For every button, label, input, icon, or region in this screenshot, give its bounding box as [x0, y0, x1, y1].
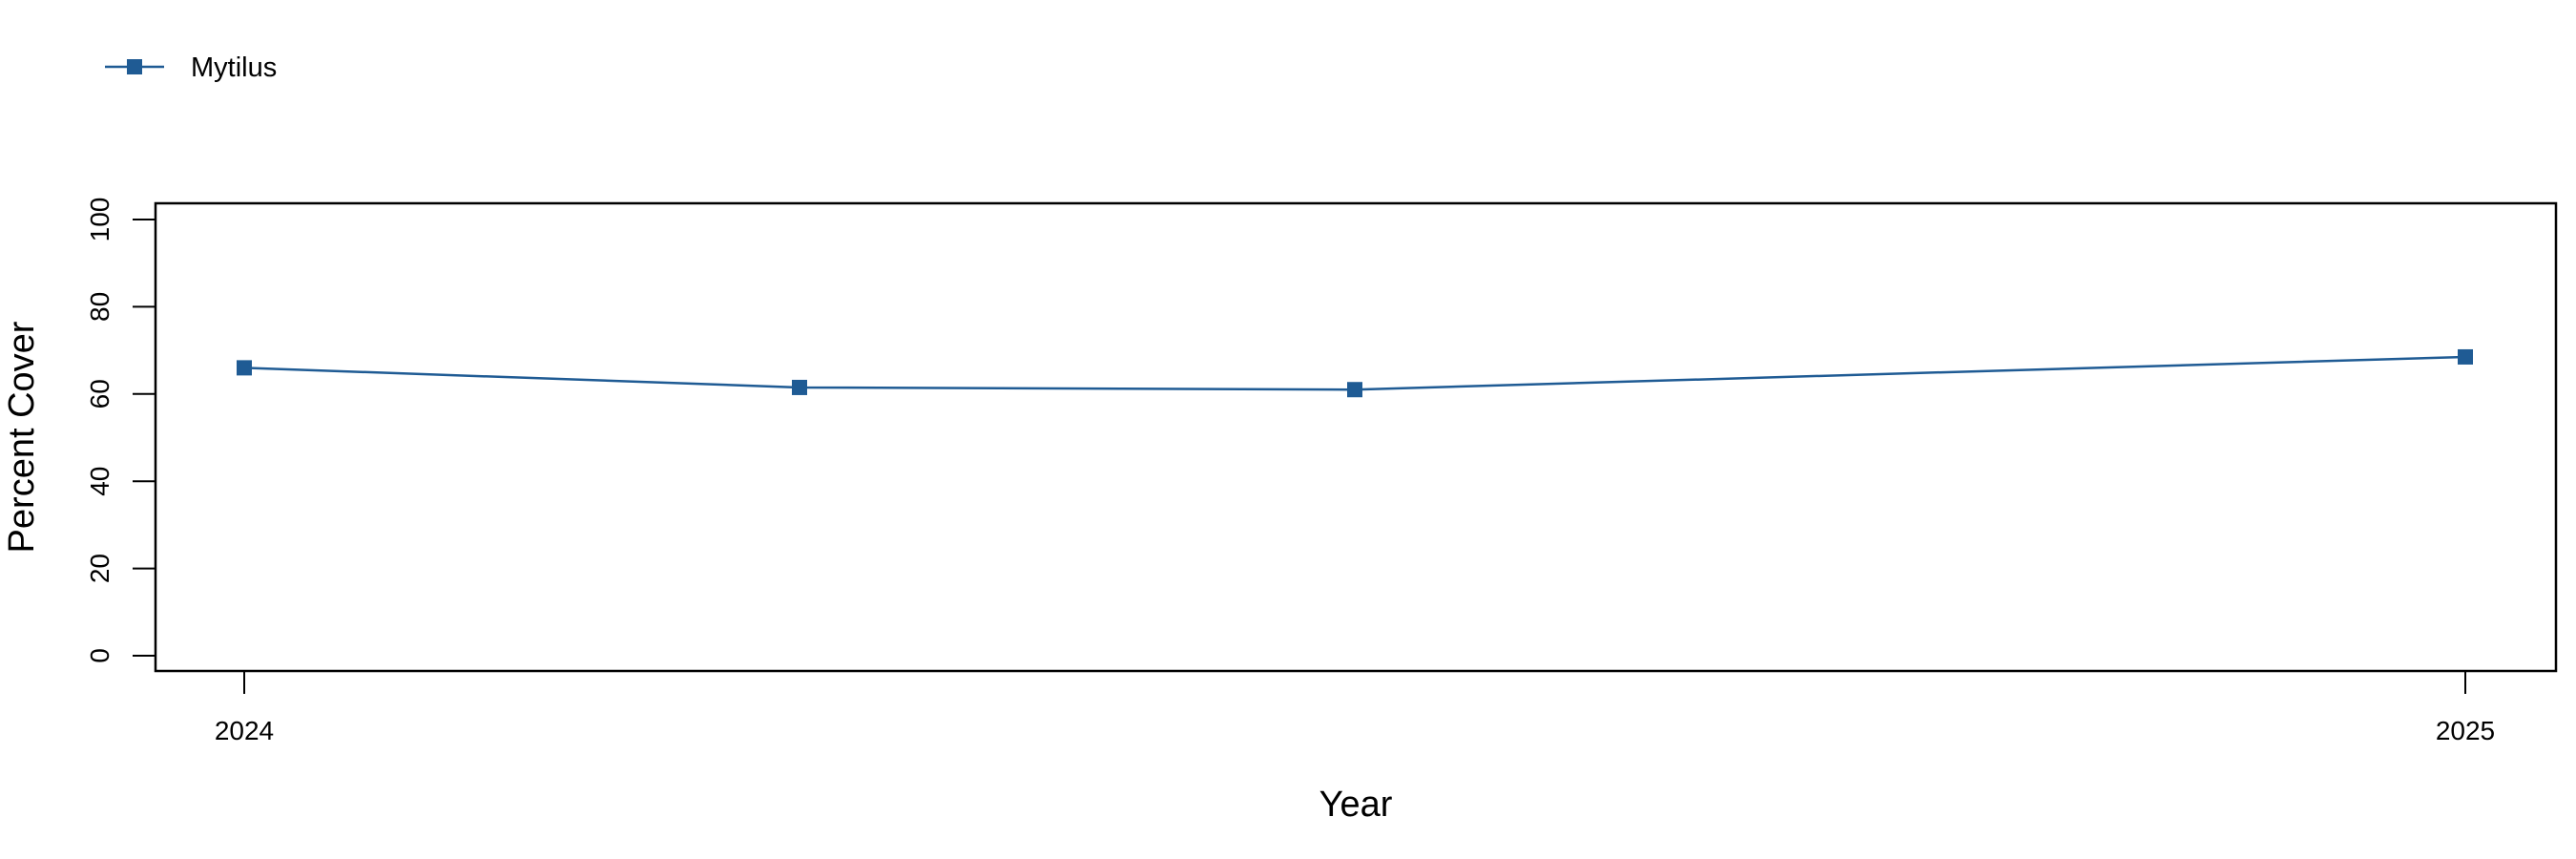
y-tick-label-0: 0 [85, 648, 114, 663]
data-point-1 [792, 379, 807, 395]
legend-marker [127, 59, 142, 74]
legend-label: Mytilus [191, 52, 277, 83]
data-point-0 [237, 360, 252, 376]
series-mytilus [237, 348, 2473, 398]
y-axis: 0 20 40 60 80 100 [85, 198, 156, 663]
x-tick-label-2024: 2024 [215, 716, 274, 745]
y-axis-title: Percent Cover [2, 321, 42, 553]
x-axis-title: Year [1319, 785, 1393, 825]
data-point-2 [1347, 382, 1362, 398]
y-tick-label-20: 20 [85, 554, 114, 583]
y-tick-label-60: 60 [85, 379, 114, 409]
y-tick-label-80: 80 [85, 292, 114, 322]
x-axis: 2024 2025 [215, 670, 2495, 745]
y-tick-label-100: 100 [85, 198, 114, 242]
legend: Mytilus [105, 52, 277, 83]
x-tick-label-2025: 2025 [2436, 716, 2495, 745]
series-line-0 [243, 355, 2466, 391]
plot-area [154, 201, 2558, 673]
data-point-3 [2458, 348, 2473, 365]
y-tick-label-40: 40 [85, 467, 114, 496]
